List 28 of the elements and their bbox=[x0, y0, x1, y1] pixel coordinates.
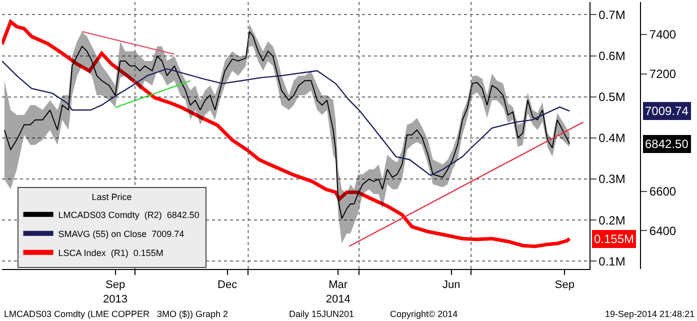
y2-tick-label: 7400 bbox=[649, 28, 676, 42]
text: 0.155M bbox=[594, 232, 634, 246]
x-tick-label: Sep bbox=[554, 279, 574, 292]
x-tick-label: Dec bbox=[218, 279, 238, 292]
y2-tick-label: 6400 bbox=[649, 224, 676, 238]
text: Daily 15JUN201 bbox=[289, 309, 354, 319]
text: Copyright© 2014 bbox=[390, 309, 458, 319]
legend-label: LMCADS03 Comdty (R2) 6842.50 bbox=[58, 210, 200, 220]
text: 6842.50 bbox=[645, 137, 689, 151]
y-tick-label: 0.4M bbox=[598, 131, 626, 146]
y-tick-label: 0.3M bbox=[598, 172, 626, 186]
x-tick-label: Sep 2013 bbox=[103, 279, 128, 306]
legend-label: SMAVG (55) on Close 7009.74 bbox=[58, 228, 184, 239]
legend-title: Last Price bbox=[92, 192, 132, 202]
y-tick-label: 0.1M bbox=[598, 254, 626, 268]
y-tick-label: 0.2M bbox=[598, 213, 626, 228]
y2-tick-label: 6600 bbox=[649, 184, 676, 199]
y-tick-label: 0.6M bbox=[598, 49, 626, 64]
y-tick-label: 0.5M bbox=[598, 90, 626, 104]
text: LMCADS03 Comdty (LME COPPER 3MO ($)) Graph 2 bbox=[4, 309, 228, 319]
text: 19-Sep-2014 21:48:21 bbox=[605, 309, 695, 319]
x-tick-label: Jun bbox=[442, 279, 460, 292]
text: 7009.74 bbox=[645, 104, 689, 118]
line-series bbox=[2, 60, 570, 176]
legend-label: LSCA Index (R1) 0.155M bbox=[58, 248, 164, 258]
y-tick-label: 0.7M bbox=[598, 8, 626, 22]
y2-tick-label: 7200 bbox=[649, 66, 676, 81]
x-tick-label: Mar 2014 bbox=[326, 279, 350, 306]
